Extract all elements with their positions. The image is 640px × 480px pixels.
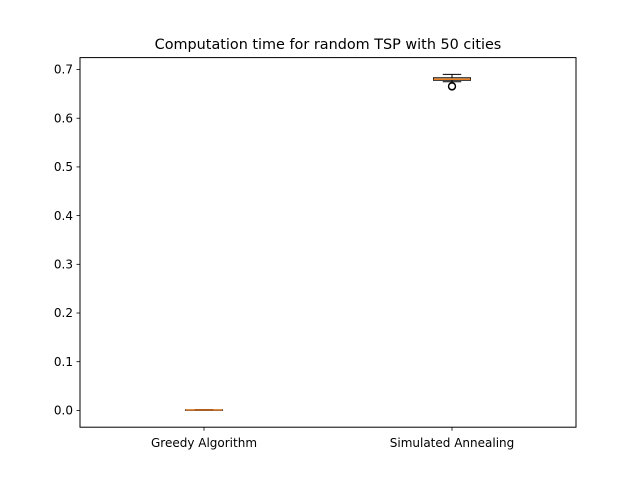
y-tick-label: 0.3 — [54, 258, 73, 272]
x-tick-label: Simulated Annealing — [390, 436, 515, 450]
y-tick-label: 0.2 — [54, 306, 73, 320]
axis-ticks: 0.0 0.1 0.2 0.3 0.4 0.5 0.6 0.7 Greedy Algorithm… — [54, 63, 514, 450]
x-tick-label: Greedy Algorithm — [151, 436, 257, 450]
y-tick-label: 0.4 — [54, 209, 73, 223]
plot-frame — [79, 57, 577, 428]
y-tick-label: 0.5 — [54, 160, 73, 174]
y-tick-label: 0.0 — [54, 404, 73, 418]
y-tick-label: 0.6 — [54, 111, 73, 125]
box-1 — [185, 409, 223, 411]
chart-title: Computation time for random TSP with 50 … — [155, 37, 502, 53]
y-tick-label: 0.7 — [54, 63, 73, 77]
y-tick-label: 0.1 — [54, 355, 73, 369]
outlier-point — [447, 81, 457, 91]
box-2 — [433, 73, 471, 91]
boxes — [185, 73, 471, 411]
